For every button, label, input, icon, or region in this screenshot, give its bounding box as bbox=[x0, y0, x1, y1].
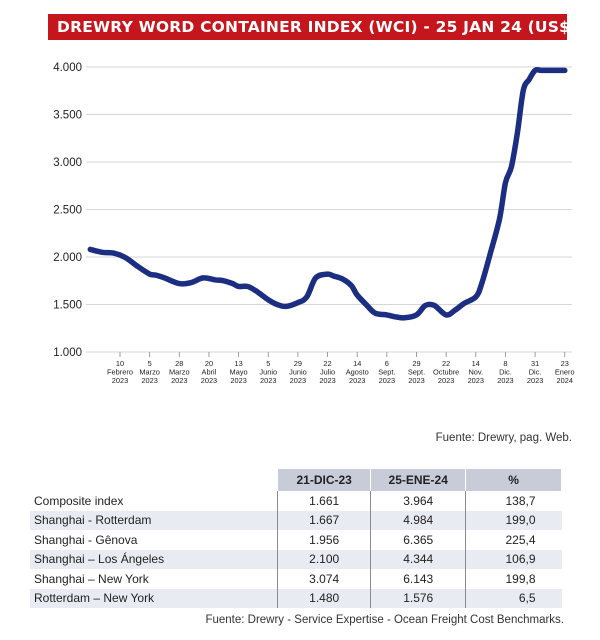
source-note-table: Fuente: Drewry - Service Expertise - Oce… bbox=[205, 614, 564, 626]
x-tick-label: 14 Nov. 2023 bbox=[468, 359, 484, 385]
x-tick-label: 22 Octubre 2023 bbox=[433, 359, 459, 385]
x-tick-label: 5 Junio 2023 bbox=[259, 359, 277, 385]
x-tick-label: 5 Marzo 2023 bbox=[139, 359, 160, 385]
value-jan-cell: 3.964 bbox=[370, 491, 466, 511]
table-row: Shanghai – Los Ángeles 2.100 4.344 106,9 bbox=[30, 549, 562, 569]
percent-cell: 106,9 bbox=[465, 549, 562, 569]
value-dec-cell: 2.100 bbox=[277, 549, 371, 569]
route-cell: Shanghai – New York bbox=[34, 571, 149, 586]
x-tick-label: 29 Junio 2023 bbox=[289, 359, 307, 385]
table-row: Shanghai - Rotterdam 1.667 4.984 199,0 bbox=[30, 510, 562, 530]
percent-cell: 199,0 bbox=[465, 510, 562, 530]
table-row: Shanghai – New York 3.074 6.143 199,8 bbox=[30, 569, 562, 589]
x-tick-label: 22 Julio 2023 bbox=[319, 359, 335, 385]
value-dec-cell: 1.956 bbox=[277, 530, 371, 550]
y-tick-label: 2.500 bbox=[53, 205, 82, 217]
chart-gridlines bbox=[86, 66, 572, 353]
x-tick-label: 10 Febrero 2023 bbox=[107, 359, 133, 385]
y-tick-label: 1.500 bbox=[53, 300, 82, 312]
route-cell: Composite index bbox=[34, 493, 124, 508]
route-cell: Shanghai – Los Ángeles bbox=[30, 549, 278, 569]
x-axis-ticks: 10 Febrero 2023 5 Marzo 2023 28 Marzo 2023 20 Abri… bbox=[107, 352, 575, 385]
percent-cell: 6,5 bbox=[465, 588, 562, 608]
value-jan-cell: 4.344 bbox=[370, 549, 466, 569]
percent-cell: 138,7 bbox=[465, 491, 562, 511]
chart-title: DREWRY WORD CONTAINER INDEX (WCI) - 25 J… bbox=[48, 14, 600, 40]
y-tick-label: 3.500 bbox=[53, 110, 82, 122]
x-tick-label: 20 Abril 2023 bbox=[201, 359, 217, 385]
x-tick-label: 31 Dic. 2023 bbox=[527, 359, 543, 385]
x-tick-label: 6 Sept. 2023 bbox=[378, 359, 395, 385]
wci-series-line bbox=[87, 66, 568, 321]
table-header-row: 21-DIC-23 25-ENE-24 % bbox=[30, 469, 562, 491]
value-jan-cell: 6.143 bbox=[370, 569, 466, 589]
value-dec-cell: 3.074 bbox=[277, 569, 371, 589]
x-tick-label: 29 Sept. 2023 bbox=[408, 359, 425, 385]
y-tick-label: 2.000 bbox=[53, 252, 82, 264]
header-route bbox=[30, 469, 279, 491]
percent-cell: 199,8 bbox=[465, 569, 562, 589]
header-date-1: 21-DIC-23 bbox=[277, 469, 372, 491]
y-tick-label: 1.000 bbox=[53, 347, 82, 359]
x-tick-label: 28 Marzo 2023 bbox=[169, 359, 190, 385]
value-jan-cell: 1.576 bbox=[370, 588, 466, 608]
route-cell: Shanghai - Gênova bbox=[34, 532, 138, 547]
table-row: Shanghai - Gênova 1.956 6.365 225,4 bbox=[30, 530, 562, 550]
table-row: Rotterdam – New York 1.480 1.576 6,5 bbox=[30, 588, 562, 608]
y-tick-label: 3.000 bbox=[53, 157, 82, 169]
value-dec-cell: 1.480 bbox=[277, 588, 371, 608]
x-tick-label: 14 Agosto 2023 bbox=[346, 359, 369, 385]
header-percent: % bbox=[465, 469, 562, 491]
table-row: Composite index 1.661 3.964 138,7 bbox=[30, 491, 562, 511]
percent-cell: 225,4 bbox=[465, 530, 562, 550]
value-dec-cell: 1.667 bbox=[277, 510, 371, 530]
y-axis-ticks: 4.000 3.500 3.000 2.500 2.000 1.500 1.000 bbox=[53, 62, 82, 359]
y-tick-label: 4.000 bbox=[53, 62, 82, 74]
value-jan-cell: 4.984 bbox=[370, 510, 466, 530]
route-cell: Rotterdam – New York bbox=[30, 588, 278, 608]
x-tick-label: 8 Dic. 2023 bbox=[497, 359, 513, 385]
wci-line-chart: 4.000 3.500 3.000 2.500 2.000 1.500 1.000 10 Fe… bbox=[53, 62, 575, 385]
comparison-table: 21-DIC-23 25-ENE-24 % Composite index 1.6… bbox=[30, 469, 562, 608]
x-tick-label: 23 Enero 2024 bbox=[555, 359, 575, 385]
source-note-chart: Fuente: Drewry, pag. Web. bbox=[435, 432, 572, 444]
value-jan-cell: 6.365 bbox=[370, 530, 466, 550]
route-cell: Shanghai - Rotterdam bbox=[30, 510, 278, 530]
header-date-2: 25-ENE-24 bbox=[370, 469, 467, 491]
value-dec-cell: 1.661 bbox=[277, 491, 371, 511]
x-tick-label: 13 Mayo 2023 bbox=[230, 359, 248, 385]
